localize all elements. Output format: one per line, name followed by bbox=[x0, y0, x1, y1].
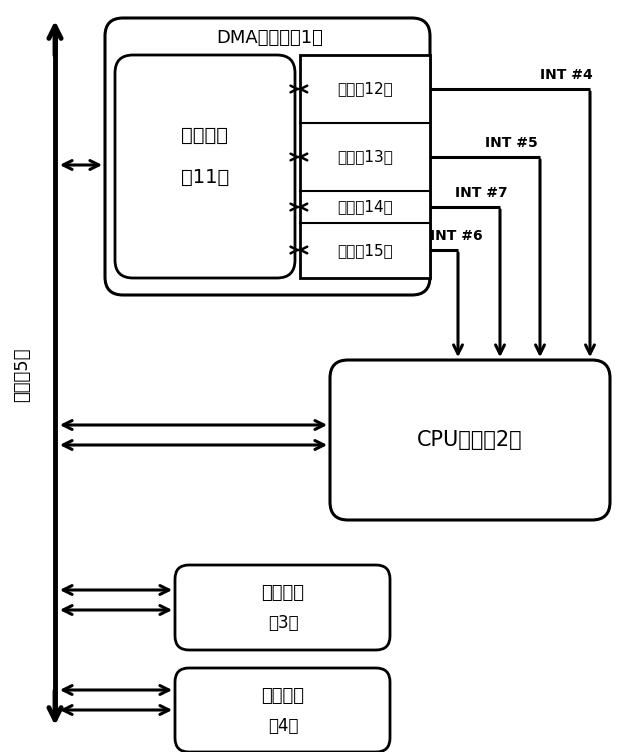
Text: （3）: （3） bbox=[268, 614, 298, 632]
Text: INT #7: INT #7 bbox=[455, 186, 507, 200]
Text: DMA控制器（1）: DMA控制器（1） bbox=[217, 29, 323, 47]
Text: 总线（5）: 总线（5） bbox=[13, 347, 31, 402]
FancyBboxPatch shape bbox=[115, 55, 295, 278]
Text: CPU单元（2）: CPU单元（2） bbox=[417, 430, 523, 450]
FancyBboxPatch shape bbox=[105, 18, 430, 295]
Text: INT #5: INT #5 bbox=[485, 136, 538, 150]
Text: 通道（15）: 通道（15） bbox=[337, 243, 393, 258]
Text: 执行单元: 执行单元 bbox=[182, 126, 229, 144]
Text: INT #6: INT #6 bbox=[430, 229, 483, 243]
Text: 通道（13）: 通道（13） bbox=[337, 150, 393, 165]
Text: 通道（14）: 通道（14） bbox=[337, 199, 393, 214]
Text: 通道（12）: 通道（12） bbox=[337, 81, 393, 96]
Text: （11）: （11） bbox=[181, 168, 229, 186]
Text: （4）: （4） bbox=[268, 717, 298, 735]
FancyBboxPatch shape bbox=[175, 668, 390, 752]
FancyBboxPatch shape bbox=[330, 360, 610, 520]
FancyBboxPatch shape bbox=[175, 565, 390, 650]
Text: 外围设备: 外围设备 bbox=[262, 687, 305, 705]
Text: INT #4: INT #4 bbox=[540, 68, 592, 82]
Bar bbox=[300, 55, 430, 278]
Text: 内存设备: 内存设备 bbox=[262, 584, 305, 602]
